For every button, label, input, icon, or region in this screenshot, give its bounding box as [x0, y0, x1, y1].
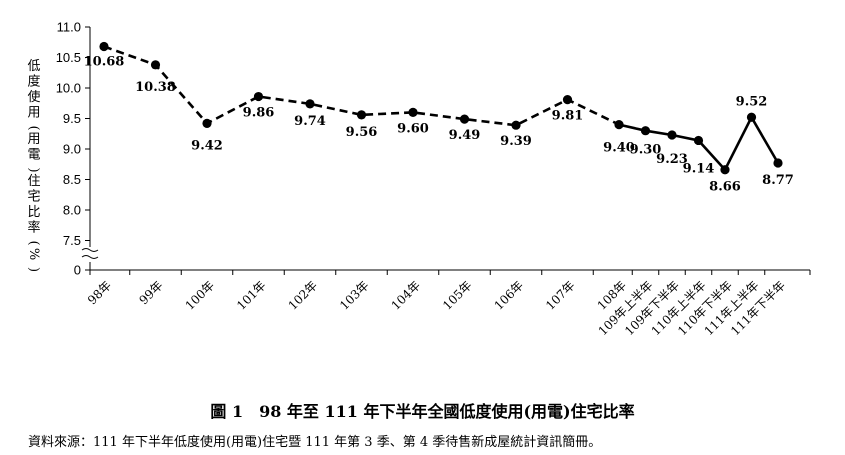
- y-tick-label: 7.5: [63, 233, 81, 248]
- y-tick-label: 11.0: [57, 20, 81, 35]
- y-axis-label: 低度使用(用電)住宅比率(%): [26, 59, 41, 272]
- data-label: 9.81: [552, 109, 584, 124]
- data-label: 9.30: [630, 143, 662, 158]
- y-tick-label: 9.5: [63, 111, 81, 126]
- x-tick-label: 106年: [492, 278, 527, 313]
- data-label: 9.56: [346, 125, 378, 140]
- y-axis-label-char: 使: [27, 89, 40, 105]
- data-point: [693, 135, 704, 146]
- x-tick-label: 104年: [389, 278, 424, 313]
- y-axis-label-char: (: [26, 125, 41, 130]
- data-point: [773, 158, 783, 168]
- data-point: [562, 94, 573, 105]
- x-tick-label: 103年: [337, 278, 372, 313]
- data-label: 9.40: [603, 141, 635, 156]
- data-label: 8.66: [709, 180, 741, 195]
- data-label: 9.14: [683, 161, 715, 176]
- x-ticks: 98年 99年 100年 101年 102年 103年 104年 105年 106年 107年 10…: [85, 270, 811, 338]
- data-label: 9.23: [656, 152, 688, 167]
- y-axis-label-char: 住: [27, 174, 40, 189]
- y-axis-label-char: 宅: [27, 190, 40, 205]
- y-axis-label-char: 電: [27, 148, 40, 163]
- data-point: [202, 118, 212, 128]
- y-axis-label-char: ): [26, 167, 41, 172]
- data-point: [253, 91, 264, 102]
- y-tick-label: 8.0: [63, 203, 81, 218]
- y-axis-label-char: 率: [27, 220, 40, 236]
- series-line-annual: [103, 45, 620, 127]
- line-chart: 11.0 10.5 10.0 9.5 9.0 8.5 8.0 7.5 0 98年 99年 100年 1…: [26, 20, 811, 338]
- y-axis-label-char: 低: [27, 59, 40, 74]
- y-tick-label: 0: [74, 263, 81, 278]
- data-point: [746, 112, 757, 122]
- y-axis-label-char: (: [26, 240, 41, 245]
- y-tick-label: 10.5: [56, 50, 81, 65]
- y-axis-label-char: %: [26, 248, 41, 260]
- y-tick-label: 10.0: [56, 81, 81, 96]
- data-point: [667, 130, 677, 140]
- y-axis-label-char: ): [26, 267, 41, 272]
- data-point: [305, 99, 315, 109]
- data-label: 9.86: [243, 106, 275, 121]
- data-label: 9.39: [500, 134, 532, 149]
- data-point: [459, 114, 470, 124]
- data-labels: 10.68 10.38 9.42 9.86 9.74 9.56 9.60 9.49 9.39 9.…: [84, 55, 794, 195]
- x-tick-label: 102年: [286, 278, 321, 313]
- data-point: [720, 165, 730, 175]
- data-point: [614, 120, 624, 130]
- data-label: 10.38: [135, 80, 176, 95]
- x-tick-label: 107年: [543, 278, 578, 313]
- source-note: 資料來源：111 年下半年低度使用(用電)住宅暨 111 年第 3 季、第 4 …: [28, 435, 602, 450]
- y-tick-label: 8.5: [63, 172, 81, 187]
- data-point: [640, 126, 651, 136]
- x-tick-label: 98年: [85, 278, 114, 307]
- data-point: [150, 60, 161, 70]
- y-axis-label-char: 比: [27, 205, 40, 220]
- y-axis-label-char: 度: [27, 74, 40, 90]
- data-point: [99, 41, 109, 52]
- x-tick-label: 99年: [136, 278, 165, 307]
- data-points: [99, 41, 783, 175]
- data-label: 8.77: [762, 173, 794, 188]
- data-label: 9.60: [397, 121, 429, 136]
- y-axis-label-char: 用: [27, 106, 40, 121]
- data-label: 9.52: [736, 94, 768, 109]
- data-point: [356, 110, 367, 120]
- y-ticks: 11.0 10.5 10.0 9.5 9.0 8.5 8.0 7.5 0: [56, 20, 90, 278]
- x-tick-label: 100年: [183, 278, 218, 313]
- y-tick-label: 9.0: [63, 142, 81, 157]
- data-label: 10.68: [84, 55, 125, 70]
- data-label: 9.42: [191, 138, 223, 153]
- figure-caption: 圖 1 98 年至 111 年下半年全國低度使用(用電)住宅比率: [210, 402, 635, 421]
- axis-break-mark: [81, 248, 99, 259]
- x-tick-label: 101年: [234, 278, 269, 313]
- data-point: [511, 120, 521, 130]
- data-label: 9.49: [449, 128, 481, 143]
- x-tick-label: 105年: [440, 278, 475, 313]
- y-axis-label-char: 用: [27, 132, 40, 147]
- data-point: [408, 107, 418, 117]
- data-label: 9.74: [294, 114, 326, 129]
